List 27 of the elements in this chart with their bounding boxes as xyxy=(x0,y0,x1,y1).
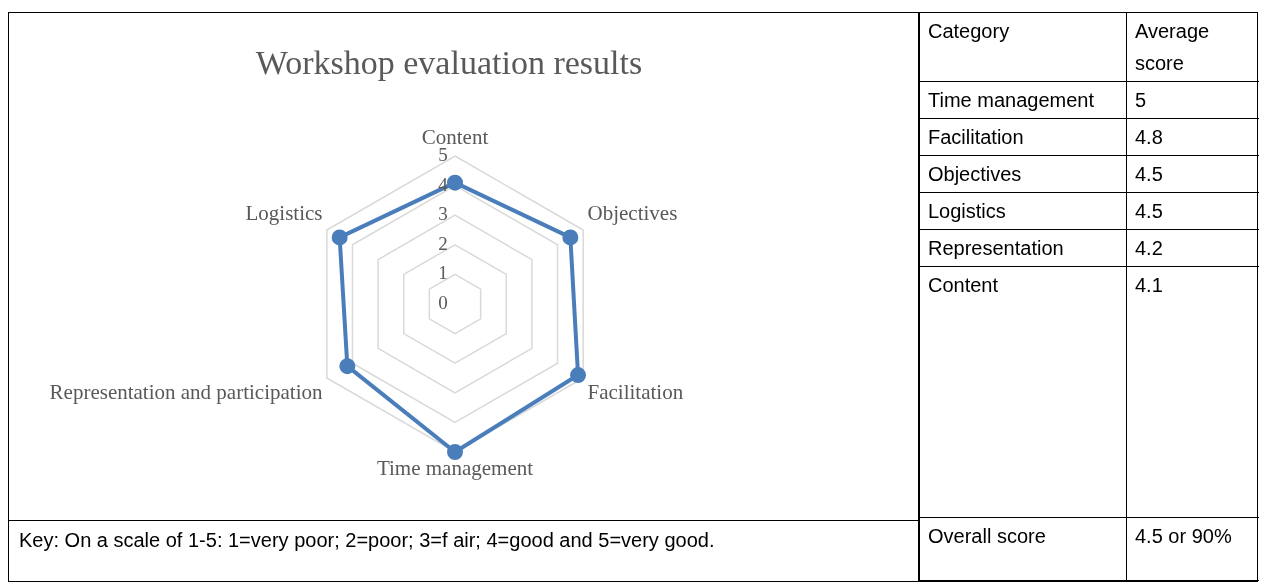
spoke-label: Facilitation xyxy=(587,379,684,404)
text: 5 xyxy=(1126,81,1259,119)
text: 4.2 xyxy=(1126,229,1259,267)
text: Objectives xyxy=(919,155,1127,193)
y-tick-label: 0 xyxy=(438,291,448,313)
text: Representation xyxy=(919,229,1127,267)
text: Content xyxy=(919,266,1127,518)
text: Overall score xyxy=(919,517,1127,581)
text: Key: On a scale of 1-5: 1=very poor; 2=poor; 3=f air; 4=good and 5=very good. xyxy=(9,520,919,582)
text: Time management xyxy=(919,81,1127,119)
spoke-label: Logistics xyxy=(245,201,323,226)
y-tick-label: 2 xyxy=(438,232,448,254)
chart-title: Workshop evaluation results xyxy=(255,44,643,82)
text: 4.5 xyxy=(1126,155,1259,193)
text: Category xyxy=(919,13,1127,82)
text: Facilitation xyxy=(919,118,1127,156)
text: 4.8 xyxy=(1126,118,1259,156)
y-tick-label: 3 xyxy=(438,203,448,225)
text: 4.5 xyxy=(1126,192,1259,230)
text: 4.1 xyxy=(1126,266,1259,518)
spoke-label: Objectives xyxy=(587,201,678,226)
spoke-label: Representation and participation xyxy=(49,379,323,404)
text: Logistics xyxy=(919,192,1127,230)
text: 4.5 or 90% xyxy=(1126,517,1259,581)
text: Average score xyxy=(1126,13,1259,82)
spoke-label: Time management xyxy=(376,456,534,481)
y-tick-label: 1 xyxy=(438,262,448,284)
